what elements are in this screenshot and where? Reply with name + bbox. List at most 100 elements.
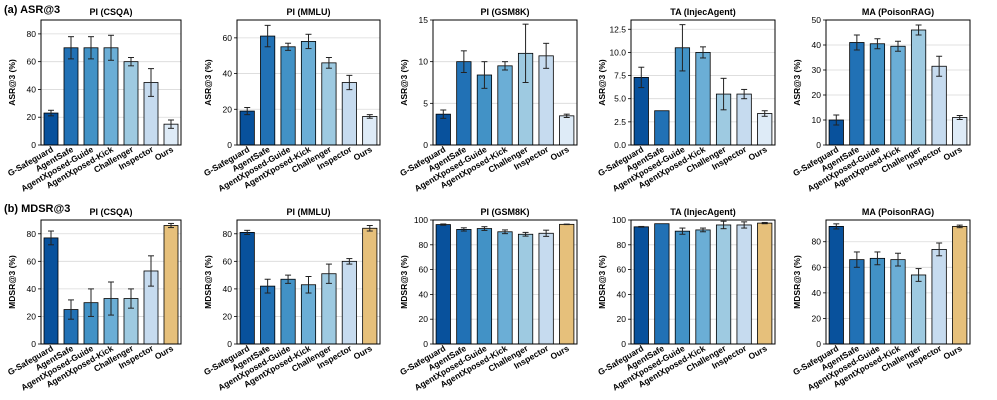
bar [695,229,711,345]
y-axis-label: MDSR@3 (%) [792,255,802,309]
bar [517,233,534,345]
bar [849,42,865,146]
category-label: Ours [747,144,769,163]
y-tick-label: 60 [419,265,429,275]
bar [674,230,691,345]
bar [559,223,575,345]
y-tick-label: 60 [223,256,233,266]
category-label: Ours [942,144,964,163]
category-label: Ours [549,343,571,362]
bar [931,65,947,146]
panel-3: 0.02.55.07.510.012.5G-SafeguardAgentSafe… [596,7,776,194]
axes-frame [236,19,381,146]
bar [869,257,886,345]
bar [633,226,649,345]
y-tick-label: 5 [423,98,428,108]
y-tick-label: 10 [419,57,429,67]
y-tick-label: 40 [812,40,822,50]
axes-frame [825,19,971,146]
chart-title: PI (MMLU) [287,7,331,17]
bar [280,278,296,345]
category-label: Ours [747,343,769,362]
chart-title: PI (CSQA) [89,207,132,217]
y-tick-label: 60 [812,262,822,272]
y-tick-label: 60 [223,33,233,43]
category-label: Ours [153,343,175,362]
bar [654,223,670,345]
chart-title: PI (CSQA) [89,7,132,17]
category-label: Ours [352,343,374,362]
axes-frame [40,19,182,146]
y-tick-label: 10 [812,115,822,125]
panel-1: 0204060G-SafeguardAgentSafeAgentXposed-G… [202,7,381,194]
category-label: Ours [153,144,175,163]
bar [321,62,337,146]
bar [300,41,317,146]
bar [497,65,513,146]
y-tick-label: 40 [419,289,429,299]
y-axis-label: ASR@3 (%) [203,59,213,106]
bar [341,82,357,146]
y-tick-label: 0 [227,339,232,349]
axes-frame [630,19,776,146]
axes-frame [236,219,381,345]
y-tick-label: 2.5 [614,117,626,127]
y-tick-label: 80 [419,240,429,250]
y-tick-label: 20 [223,104,233,114]
bar [952,225,968,345]
bar [362,227,378,345]
bar [952,117,968,146]
y-tick-label: 80 [223,229,233,239]
y-tick-label: 100 [612,215,626,225]
y-tick-label: 80 [27,229,37,239]
y-tick-label: 7.5 [614,71,626,81]
y-axis-label: MDSR@3 (%) [597,255,607,309]
bar [123,61,139,146]
chart-title: TA (InjecAgent) [670,7,736,17]
y-tick-label: 0 [227,140,232,150]
axes-frame [432,19,578,146]
chart-title: PI (MMLU) [287,207,331,217]
y-tick-label: 10.0 [609,47,626,57]
y-tick-label: 80 [617,240,627,250]
chart-title: TA (InjecAgent) [670,207,736,217]
bar [280,46,296,146]
y-tick-label: 40 [812,288,822,298]
y-tick-label: 20 [419,314,429,324]
panel-4: 01020304050G-SafeguardAgentSafeAgentXpos… [791,7,971,194]
chart-title: PI (GSM8K) [480,7,529,17]
bar [910,274,927,345]
bar [497,231,513,345]
y-tick-label: 0 [816,339,821,349]
bar [260,35,276,146]
bar [695,52,711,146]
row-b-label: (b) MDSR@3 [4,203,70,215]
bar [163,225,179,345]
bar [260,285,276,345]
axes-frame [630,219,776,345]
bar [869,43,886,146]
panel-0: 020406080G-SafeguardAgentSafeAgentXposed… [6,7,182,194]
panel-2: 051015G-SafeguardAgentSafeAgentXposed-Gu… [398,7,578,194]
y-tick-label: 40 [223,284,233,294]
y-tick-label: 50 [812,15,822,25]
bar [931,249,947,345]
y-tick-label: 20 [27,112,37,122]
y-tick-label: 20 [223,311,233,321]
bar [362,116,378,146]
axes-frame [40,219,182,345]
bar [43,112,59,146]
y-tick-label: 60 [617,265,627,275]
y-tick-label: 80 [27,29,37,39]
y-tick-label: 20 [617,314,627,324]
bar [757,222,773,345]
axes-frame [825,219,971,345]
y-tick-label: 0 [621,339,626,349]
row-a-label: (a) ASR@3 [4,4,60,16]
bar [538,55,554,146]
y-tick-label: 12.5 [609,24,626,34]
bar [654,110,670,146]
bar [83,47,99,146]
y-tick-label: 0 [423,339,428,349]
y-tick-label: 15 [419,15,429,25]
